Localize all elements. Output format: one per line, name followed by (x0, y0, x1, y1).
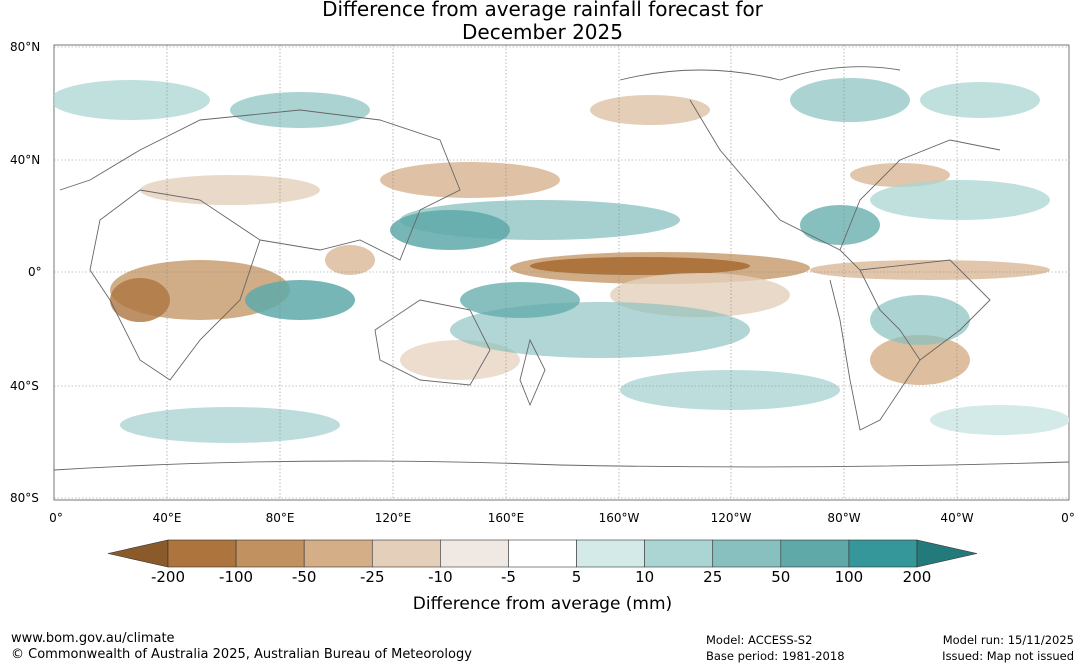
lon-label-160e: 160°E (487, 511, 525, 525)
colorbar-title: Difference from average (mm) (412, 594, 673, 614)
lon-label-0-left: 0° (49, 511, 63, 525)
colorbar-swatch (235, 539, 305, 568)
colorbar-tick-label: 50 (771, 568, 791, 586)
lon-label-120w: 120°W (710, 511, 752, 525)
footer-model-run: Model run: 15/11/2025 (942, 633, 1074, 647)
lat-label-equator: 0° (28, 265, 42, 279)
lat-label-80n: 80°N (10, 40, 41, 54)
colorbar-swatch (371, 539, 441, 568)
footer-base-period: Base period: 1981-2018 (706, 649, 845, 663)
map-title-line-2: December 2025 (462, 20, 623, 44)
footer-copyright: © Commonwealth of Australia 2025, Austra… (11, 647, 472, 662)
colorbar-tick-label: 25 (703, 568, 723, 586)
colorbar-swatch (712, 539, 782, 568)
colorbar-tick-label: -200 (150, 568, 186, 586)
lon-label-80e: 80°E (265, 511, 295, 525)
colorbar-tick-label: 10 (635, 568, 655, 586)
anomaly-patterns (54, 78, 1069, 443)
colorbar-tick-label: 100 (834, 568, 864, 586)
footer-url: www.bom.gov.au/climate (11, 631, 175, 646)
map-title-line-1: Difference from average rainfall forecas… (322, 0, 763, 21)
colorbar-swatch (848, 539, 918, 568)
lon-label-40w: 40°W (940, 511, 974, 525)
lon-label-160w: 160°W (598, 511, 640, 525)
coastlines (54, 66, 1069, 471)
footer-issued: Issued: Map not issued (942, 649, 1074, 663)
colorbar-extend-low (107, 539, 169, 568)
colorbar-tick-label: 5 (571, 568, 582, 586)
colorbar-tick-label: -25 (360, 568, 385, 586)
colorbar-swatch (167, 539, 237, 568)
colorbar-swatch (644, 539, 714, 568)
lon-label-40e: 40°E (152, 511, 182, 525)
graticule (54, 45, 1069, 500)
lat-label-40n: 40°N (10, 153, 41, 167)
lon-label-80w: 80°W (827, 511, 861, 525)
lon-label-0-right: 0° (1061, 511, 1075, 525)
lat-label-40s: 40°S (10, 379, 39, 393)
colorbar-swatch (440, 539, 509, 568)
colorbar-swatch (780, 539, 850, 568)
colorbar-tick-label: -5 (500, 568, 516, 586)
colorbar-tick-label: -100 (219, 568, 254, 586)
colorbar-tick-label: -50 (291, 568, 317, 586)
colorbar-swatch (508, 539, 577, 568)
colorbar-extend-high (916, 539, 978, 568)
colorbar-tick-label: 200 (902, 568, 932, 586)
lon-label-120e: 120°E (374, 511, 412, 525)
colorbar-tick-label: -10 (428, 568, 453, 586)
colorbar-swatch (303, 539, 373, 568)
footer-model: Model: ACCESS-S2 (706, 633, 813, 647)
lat-label-80s: 80°S (10, 491, 39, 505)
colorbar-swatch (576, 539, 645, 568)
